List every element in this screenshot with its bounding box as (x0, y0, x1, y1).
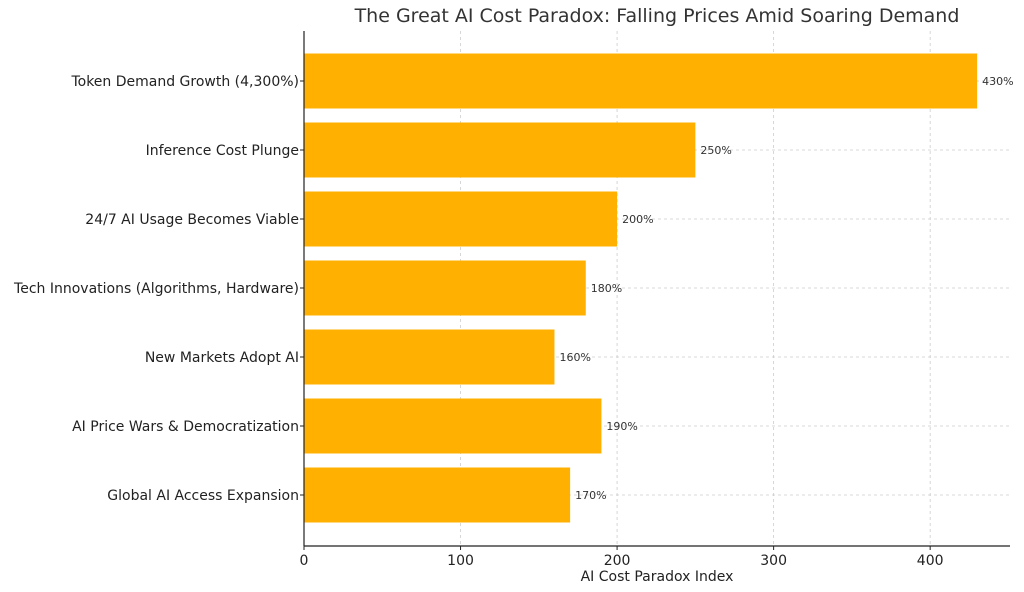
value-label-6: 170% (575, 489, 606, 502)
category-label-4: New Markets Adopt AI (145, 350, 299, 366)
value-label-3: 180% (591, 282, 622, 295)
bar-0 (304, 53, 978, 109)
bar-2 (304, 191, 618, 247)
chart-title: The Great AI Cost Paradox: Falling Price… (354, 5, 960, 27)
value-label-5: 190% (606, 420, 637, 433)
category-label-3: Tech Innovations (Algorithms, Hardware) (13, 281, 299, 297)
bar-3 (304, 260, 586, 316)
category-label-2: 24/7 AI Usage Becomes Viable (85, 212, 299, 228)
x-tick-label-1: 100 (447, 553, 474, 569)
x-tick-label-3: 300 (760, 553, 787, 569)
value-label-1: 250% (700, 144, 731, 157)
x-tick-label-4: 400 (917, 553, 944, 569)
x-tick-label-0: 0 (300, 553, 309, 569)
axes: Token Demand Growth (4,300%) Inference Co… (13, 31, 1010, 569)
category-label-1: Inference Cost Plunge (146, 143, 299, 159)
bar-4 (304, 329, 555, 385)
grid (304, 31, 1010, 546)
category-label-6: Global AI Access Expansion (107, 488, 299, 504)
value-label-0: 430% (982, 75, 1013, 88)
bar-6 (304, 467, 571, 523)
value-label-2: 200% (622, 213, 653, 226)
bar-1 (304, 122, 696, 178)
x-axis-label: AI Cost Paradox Index (581, 569, 734, 585)
category-label-0: Token Demand Growth (4,300%) (70, 74, 299, 90)
category-label-5: AI Price Wars & Democratization (72, 419, 299, 435)
bar-5 (304, 398, 602, 454)
bars: 430% 250% 200% 180% 160% 190% 170% (304, 53, 1014, 523)
x-tick-label-2: 200 (604, 553, 631, 569)
value-label-4: 160% (559, 351, 590, 364)
